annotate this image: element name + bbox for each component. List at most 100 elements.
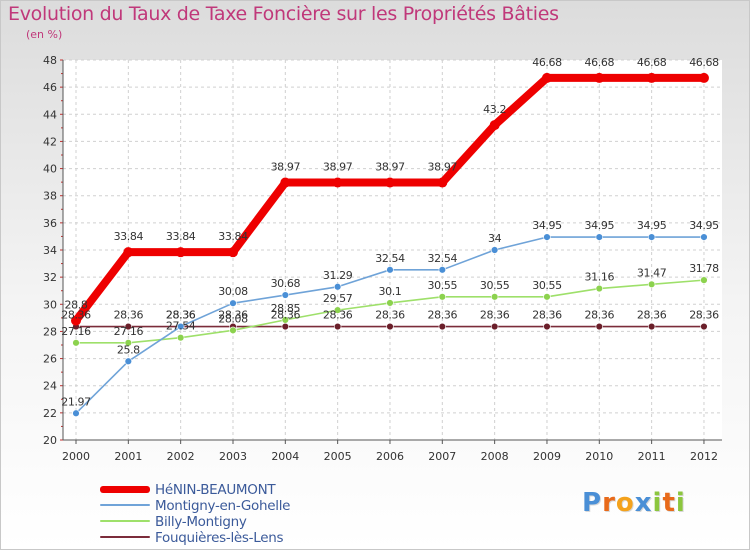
data-point [489, 120, 500, 131]
data-label: 34 [488, 232, 502, 245]
y-tick-label: 24 [43, 380, 57, 393]
data-point [438, 322, 447, 331]
data-point [124, 357, 133, 365]
data-point [229, 326, 237, 335]
data-label: 28.36 [480, 309, 510, 322]
data-point [176, 333, 185, 342]
x-tick-label: 2011 [638, 450, 666, 463]
data-point [281, 322, 290, 331]
data-label: 28.36 [61, 309, 91, 322]
data-point [332, 177, 343, 188]
y-tick-label: 34 [43, 244, 57, 257]
data-label: 28.36 [689, 309, 719, 322]
data-label: 34.95 [689, 219, 719, 232]
data-label: 46.68 [637, 56, 667, 69]
data-label: 31.16 [585, 271, 615, 284]
data-point [123, 247, 134, 258]
legend-label-billy: Billy-Montigny [155, 514, 247, 530]
data-label: 34.95 [532, 219, 562, 232]
data-point [647, 280, 656, 289]
x-tick-label: 2001 [114, 450, 142, 463]
legend-item-montigny: Montigny-en-Gohelle [100, 498, 360, 514]
legend-swatch-fouquieres [100, 536, 150, 538]
data-label: 28.36 [114, 309, 144, 322]
legend-item-billy: Billy-Montigny [100, 514, 360, 530]
logo-letter: r [602, 488, 616, 518]
logo-letter: o [615, 488, 635, 518]
data-label: 46.68 [585, 56, 615, 69]
data-point [700, 233, 708, 241]
data-label: 43.2 [483, 103, 506, 116]
proxiti-logo: Proxiti [582, 488, 686, 518]
x-tick-label: 2009 [533, 450, 561, 463]
chart-title: Evolution du Taux de Taxe Foncière sur l… [8, 3, 559, 25]
data-label: 38.97 [271, 161, 301, 174]
data-label: 32.54 [375, 252, 405, 265]
y-tick-label: 22 [43, 407, 57, 420]
data-point [541, 72, 552, 83]
data-point [700, 276, 708, 284]
data-label: 28.36 [166, 309, 196, 322]
data-point [72, 339, 80, 347]
y-tick-label: 30 [43, 298, 57, 311]
data-label: 28.8 [65, 299, 88, 312]
legend-swatch-henin [100, 486, 150, 493]
data-point [124, 322, 133, 331]
data-point [437, 177, 448, 188]
data-point [386, 299, 394, 307]
data-point [438, 293, 447, 301]
data-label: 28.36 [271, 309, 301, 322]
data-point [647, 322, 656, 331]
y-tick-label: 32 [43, 271, 57, 284]
data-point [438, 266, 447, 274]
data-label: 28.85 [271, 302, 301, 315]
data-point [595, 233, 603, 241]
data-label: 32.54 [428, 252, 458, 265]
data-point [646, 72, 657, 83]
data-label: 28.36 [166, 309, 196, 322]
data-point [490, 246, 499, 254]
data-label: 34.95 [585, 219, 615, 232]
data-point [543, 233, 551, 241]
data-point [647, 233, 656, 241]
data-point [175, 247, 186, 258]
x-tick-label: 2004 [271, 450, 299, 463]
x-tick-label: 2002 [167, 450, 195, 463]
x-tick-label: 2000 [62, 450, 90, 463]
data-label: 30.55 [532, 279, 562, 292]
data-point [333, 283, 342, 291]
y-tick-label: 40 [43, 163, 57, 176]
x-tick-label: 2003 [219, 450, 247, 463]
y-tick-label: 46 [43, 81, 57, 94]
data-point [595, 322, 603, 331]
data-point [281, 316, 290, 324]
data-label: 31.29 [323, 269, 353, 282]
data-point [384, 177, 395, 188]
data-label: 38.97 [323, 161, 353, 174]
chart-subtitle: (en %) [26, 28, 63, 41]
logo-letter: x [634, 488, 653, 518]
logo-letter: P [582, 488, 603, 518]
y-tick-label: 28 [43, 325, 57, 338]
data-point [490, 322, 499, 331]
logo-letter: i [652, 488, 663, 518]
data-label: 33.84 [218, 230, 248, 243]
logo-letter: i [675, 488, 686, 518]
data-label: 38.97 [428, 161, 458, 174]
data-label: 28.36 [637, 309, 667, 322]
data-point [227, 247, 238, 258]
data-label: 27.54 [166, 320, 196, 333]
data-point [72, 409, 80, 417]
data-point [229, 299, 237, 307]
data-label: 27.16 [114, 325, 144, 338]
data-label: 33.84 [114, 230, 144, 243]
legend-item-fouquieres: Fouquières-lès-Lens [100, 530, 360, 546]
data-point [594, 72, 605, 83]
data-point [71, 315, 81, 326]
data-label: 28.36 [375, 309, 405, 322]
data-label: 28.36 [323, 309, 353, 322]
data-label: 30.1 [379, 285, 402, 298]
y-tick-label: 42 [43, 135, 57, 148]
data-point [595, 284, 603, 293]
data-point [280, 177, 291, 188]
